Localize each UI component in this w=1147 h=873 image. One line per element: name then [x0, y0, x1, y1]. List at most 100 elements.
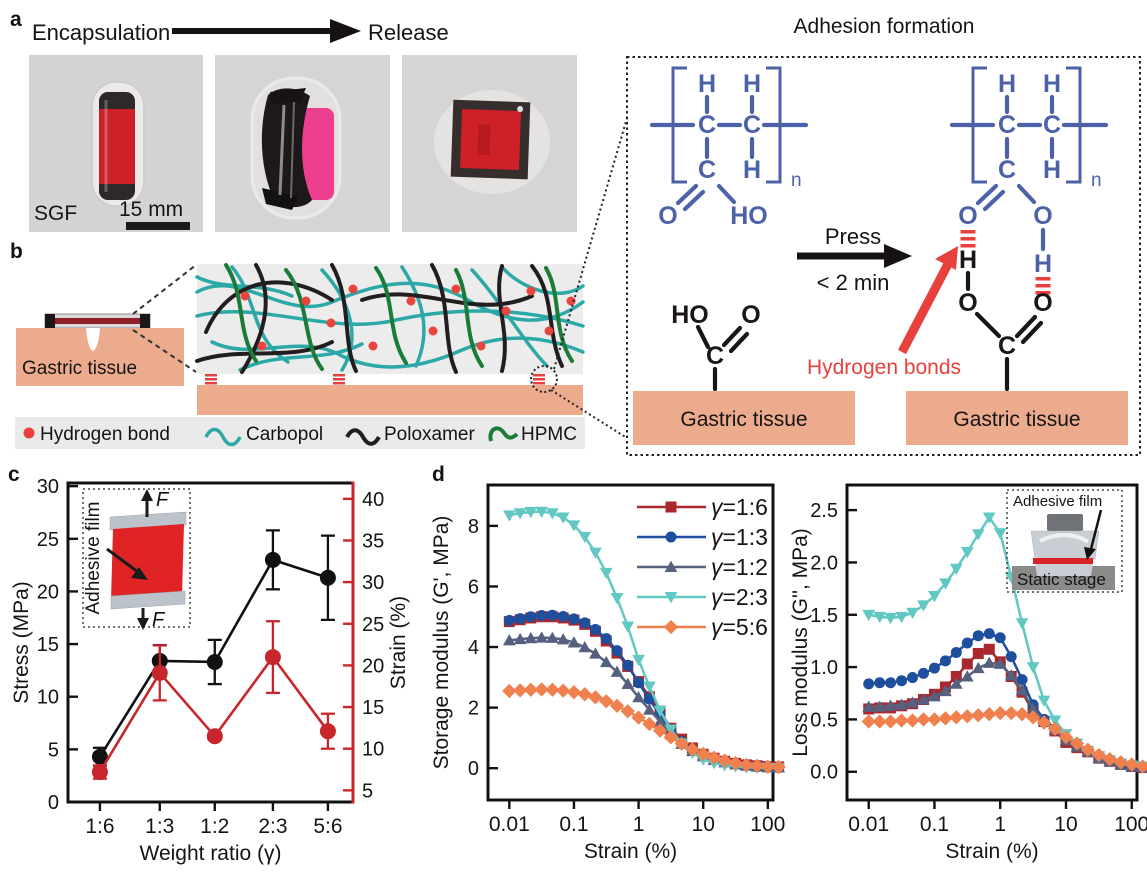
svg-text:5: 5	[48, 739, 59, 761]
svg-text:Loss modulus (G'', MPa): Loss modulus (G'', MPa)	[789, 528, 812, 757]
svg-text:C: C	[1043, 111, 1061, 139]
adhesive-film-swatch	[111, 524, 184, 600]
svg-text:0.01: 0.01	[489, 813, 530, 836]
svg-text:1:3: 1:3	[145, 815, 174, 838]
hydrogen-bonds-label: Hydrogen bonds	[807, 356, 961, 379]
film-on-tissue-schematic: Gastric tissue	[16, 264, 197, 386]
svg-text:0: 0	[468, 758, 479, 780]
svg-text:15: 15	[362, 697, 384, 719]
svg-text:C: C	[998, 111, 1016, 139]
scale-bar	[126, 222, 190, 230]
press-time-label: < 2 min	[817, 270, 890, 295]
svg-text:2:3: 2:3	[258, 815, 287, 838]
film-pointer-arrow-icon	[131, 567, 148, 580]
svg-text:6: 6	[468, 576, 479, 598]
svg-text:10: 10	[692, 813, 715, 836]
svg-text:Carbopol: Carbopol	[246, 424, 323, 445]
rheometer-base	[1035, 564, 1093, 576]
hydrogen-bond-key-icon	[23, 427, 35, 439]
svg-text:n: n	[1091, 170, 1102, 191]
svg-text:C: C	[698, 111, 716, 139]
release-heading: Release	[368, 20, 449, 45]
clamp-bottom	[110, 590, 186, 610]
svg-text:O: O	[658, 202, 677, 230]
svg-text:F: F	[152, 609, 166, 631]
svg-text:5: 5	[362, 780, 373, 802]
panel-a: a Encapsulation Release SGF 15 mm	[10, 8, 577, 232]
svg-text:100: 100	[1114, 813, 1147, 836]
svg-text:0.1: 0.1	[920, 813, 949, 836]
photo-capsule: SGF 15 mm	[29, 55, 203, 232]
svg-text:0.0: 0.0	[810, 762, 838, 784]
tissue-bar	[197, 385, 583, 415]
svg-text:Hydrogen bond: Hydrogen bond	[40, 424, 170, 445]
svg-text:Gastric tissue: Gastric tissue	[680, 408, 807, 431]
svg-text:15: 15	[37, 634, 59, 656]
svg-text:O: O	[1033, 202, 1052, 230]
panel-d-label: d	[432, 463, 445, 486]
adhesion-dotted-box	[626, 56, 1141, 456]
svg-text:1.0: 1.0	[810, 657, 838, 679]
panel-d-inset: Adhesive film Static stage	[1006, 489, 1123, 593]
svg-text:Poloxamer: Poloxamer	[384, 424, 475, 445]
svg-text:2.0: 2.0	[810, 552, 838, 574]
svg-text:Weight ratio (γ): Weight ratio (γ)	[140, 842, 282, 865]
force-down-arrow-icon	[137, 618, 149, 630]
inset-film-label: Adhesive film	[1013, 493, 1102, 510]
panel-c-inset: Adhesive film F F	[82, 488, 191, 631]
hpmc-chains	[224, 263, 574, 371]
svg-text:100: 100	[750, 813, 785, 836]
svg-text:γ=1:6: γ=1:6	[711, 494, 768, 520]
svg-text:O: O	[958, 289, 977, 317]
svg-text:1: 1	[633, 813, 645, 836]
stress-strain-chart: 0 5 10 15 20 25 30 5 10 15 20 25 30 35 40 1:6 1:3 1:2 2:3 5…	[10, 476, 410, 865]
photo-folded-film	[215, 55, 390, 232]
panel-a-label: a	[10, 8, 22, 31]
polymer-unit-left: H H C C C H O HO n	[649, 66, 809, 230]
svg-text:C: C	[698, 156, 716, 184]
svg-text:H: H	[998, 70, 1016, 98]
inset-film-label: Adhesive film	[83, 502, 104, 615]
svg-text:Strain (%): Strain (%)	[945, 840, 1038, 863]
svg-text:γ=5:6: γ=5:6	[711, 614, 768, 640]
svg-text:8: 8	[468, 516, 479, 538]
svg-text:30: 30	[37, 476, 59, 498]
force-up-arrow-icon	[141, 489, 153, 501]
svg-text:2.5: 2.5	[810, 500, 838, 522]
carbopol-key-icon	[204, 427, 242, 447]
svg-text:C: C	[998, 156, 1016, 184]
svg-text:10: 10	[37, 687, 59, 709]
hpmc-key-icon	[488, 426, 519, 442]
svg-text:40: 40	[362, 489, 384, 511]
svg-text:HO: HO	[671, 301, 709, 329]
svg-text:4: 4	[468, 637, 479, 659]
press-arrow: Press < 2 min	[797, 224, 912, 295]
loss-modulus-chart: 0.0 0.5 1.0 1.5 2.0 2.5 0.01 0.1 1 10 100 Strain (%…	[789, 483, 1147, 863]
polymer-unit-right: H H C C C H O O H n	[949, 66, 1109, 278]
svg-text:1: 1	[994, 813, 1006, 836]
svg-text:5:6: 5:6	[313, 815, 342, 838]
svg-text:γ=1:2: γ=1:2	[711, 554, 768, 580]
carbopol-chains	[195, 265, 585, 372]
hydrogen-bonds-annotation: Hydrogen bonds	[807, 246, 961, 379]
svg-text:C: C	[706, 342, 724, 370]
tissue-carboxyl-free: HO O C	[671, 301, 761, 392]
svg-text:0: 0	[48, 792, 59, 814]
rheometer-head	[1047, 514, 1083, 531]
scale-bar-label: 15 mm	[119, 198, 183, 221]
press-arrow-head-icon	[884, 244, 912, 268]
svg-text:γ=1:3: γ=1:3	[711, 524, 768, 550]
svg-text:25: 25	[362, 614, 384, 636]
press-label: Press	[825, 224, 881, 249]
svg-text:1.5: 1.5	[810, 605, 838, 627]
svg-text:F: F	[156, 489, 170, 511]
svg-text:0.5: 0.5	[810, 709, 838, 731]
static-stage-label: Static stage	[1017, 570, 1106, 589]
svg-text:35: 35	[362, 530, 384, 552]
photo-released-film	[402, 55, 577, 232]
panel-b-label: b	[10, 240, 23, 263]
interface-hydrogen-bonds	[205, 374, 545, 385]
svg-text:H: H	[1043, 156, 1061, 184]
svg-text:20: 20	[37, 581, 59, 603]
